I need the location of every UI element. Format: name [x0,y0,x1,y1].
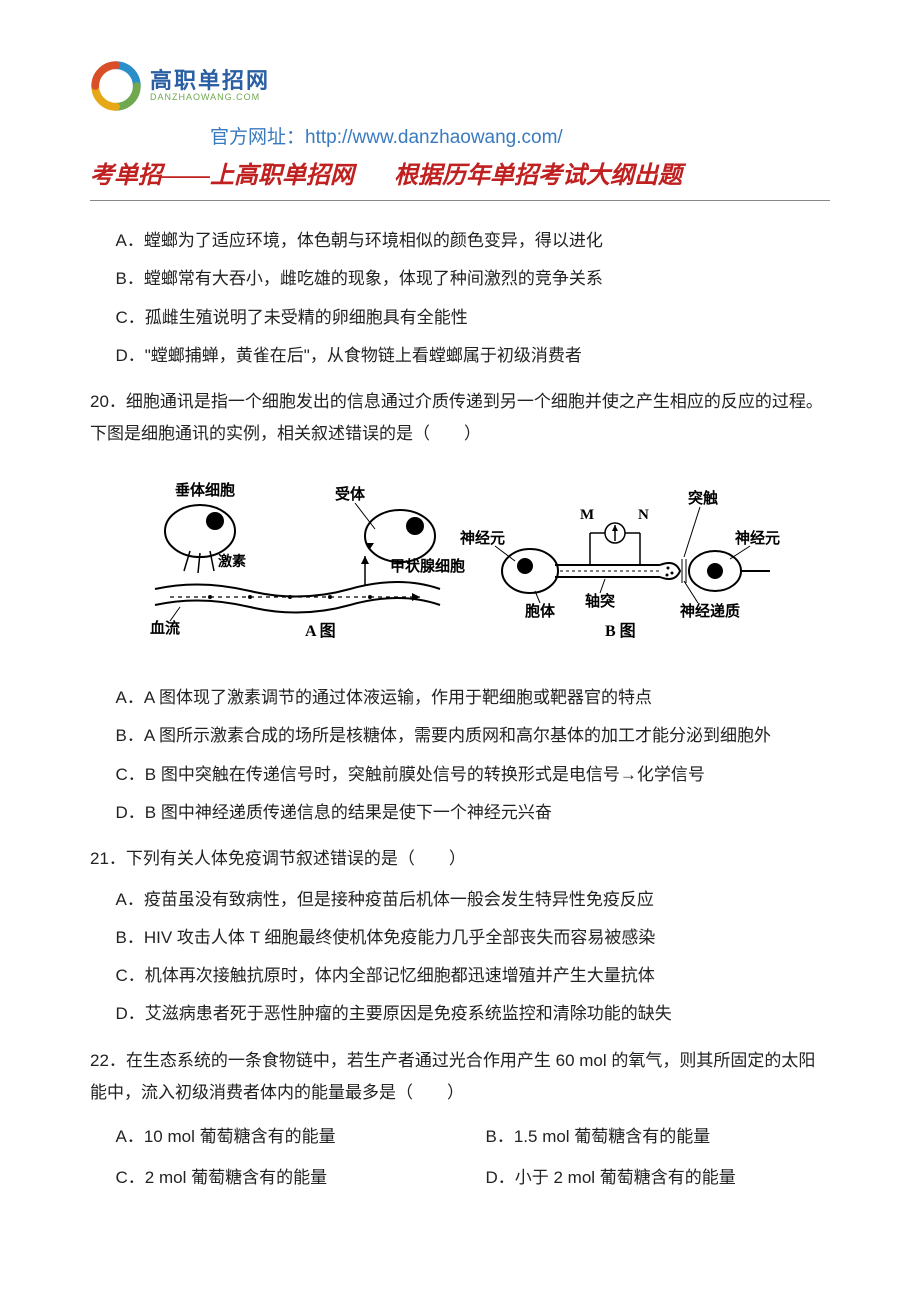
banner-right: 根据历年单招考试大纲出题 [394,155,682,190]
label-axon: 轴突 [585,592,615,610]
content: A．螳螂为了适应环境，体色朝与环境相似的颜色变异，得以进化 B．螳螂常有大吞小，… [90,225,830,1198]
logo-text: 高职单招网 DANZHAOWANG.COM [150,69,270,103]
label-bloodflow: 血流 [150,619,180,637]
label-figB: B 图 [605,622,636,640]
q22-option-d: D．小于 2 mol 葡萄糖含有的能量 [460,1162,830,1194]
banner-left: 考单招——上高职单招网 [90,155,354,190]
logo-en: DANZHAOWANG.COM [150,93,270,103]
label-M: M [580,507,594,523]
q21-option-b: B．HIV 攻击人体 T 细胞最终使机体免疫能力几乎全部丧失而容易被感染 [90,922,830,954]
q19-option-d: D．"螳螂捕蝉，黄雀在后"，从食物链上看螳螂属于初级消费者 [90,340,830,372]
q20-diagram: 垂体细胞 激素 血流 [140,471,780,662]
label-synapse: 突触 [688,489,718,507]
label-nt: 神经递质 [680,602,740,620]
q22-option-c: C．2 mol 葡萄糖含有的能量 [90,1162,460,1194]
page-root: 高职单招网 DANZHAOWANG.COM 官方网址：http://www.da… [0,0,920,1278]
q21-option-c: C．机体再次接触抗原时，体内全部记忆细胞都迅速增殖并产生大量抗体 [90,960,830,992]
q22-options: A．10 mol 葡萄糖含有的能量 B．1.5 mol 葡萄糖含有的能量 C．2… [90,1117,830,1198]
q21-stem: 21．下列有关人体免疫调节叙述错误的是（ ） [90,843,830,875]
label-pituitary: 垂体细胞 [175,481,235,499]
q20-option-c: C．B 图中突触在传递信号时，突触前膜处信号的转换形式是电信号→化学信号 [90,759,830,791]
label-thyroid: 甲状腺细胞 [390,557,465,575]
q21-option-a: A．疫苗虽没有致病性，但是接种疫苗后机体一般会发生特异性免疫反应 [90,884,830,916]
q20-stem: 20．细胞通讯是指一个细胞发出的信息通过介质传递到另一个细胞并使之产生相应的反应… [90,386,830,451]
q22-option-b: B．1.5 mol 葡萄糖含有的能量 [460,1121,830,1153]
q22-option-a: A．10 mol 葡萄糖含有的能量 [90,1121,460,1153]
q19-option-a: A．螳螂为了适应环境，体色朝与环境相似的颜色变异，得以进化 [90,225,830,257]
q20-option-d: D．B 图中神经递质传递信息的结果是使下一个神经元兴奋 [90,797,830,829]
label-neuron1: 神经元 [460,529,505,547]
q20-option-b: B．A 图所示激素合成的场所是核糖体，需要内质网和高尔基体的加工才能分泌到细胞外 [90,720,771,752]
q19-option-c: C．孤雌生殖说明了未受精的卵细胞具有全能性 [90,302,830,334]
header: 高职单招网 DANZHAOWANG.COM [90,60,830,112]
label-neuron2: 神经元 [735,529,780,547]
logo-cn: 高职单招网 [150,69,270,93]
logo-icon [90,60,142,112]
banner: 考单招——上高职单招网 根据历年单招考试大纲出题 [90,149,830,201]
label-figA: A 图 [305,622,336,640]
q22-stem: 22．在生态系统的一条食物链中，若生产者通过光合作用产生 60 mol 的氧气，… [90,1045,830,1110]
q21-option-d: D．艾滋病患者死于恶性肿瘤的主要原因是免疫系统监控和清除功能的缺失 [90,998,830,1030]
label-cellbody: 胞体 [524,602,556,620]
official-url: 官方网址：http://www.danzhaowang.com/ [210,122,830,149]
q19-option-b: B．螳螂常有大吞小，雌吃雄的现象，体现了种间激烈的竞争关系 [90,263,830,295]
label-N: N [638,507,649,523]
q20-option-a: A．A 图体现了激素调节的通过体液运输，作用于靶细胞或靶器官的特点 [90,682,830,714]
label-hormone: 激素 [218,553,246,570]
logo: 高职单招网 DANZHAOWANG.COM [90,60,270,112]
label-receptor: 受体 [335,485,366,503]
